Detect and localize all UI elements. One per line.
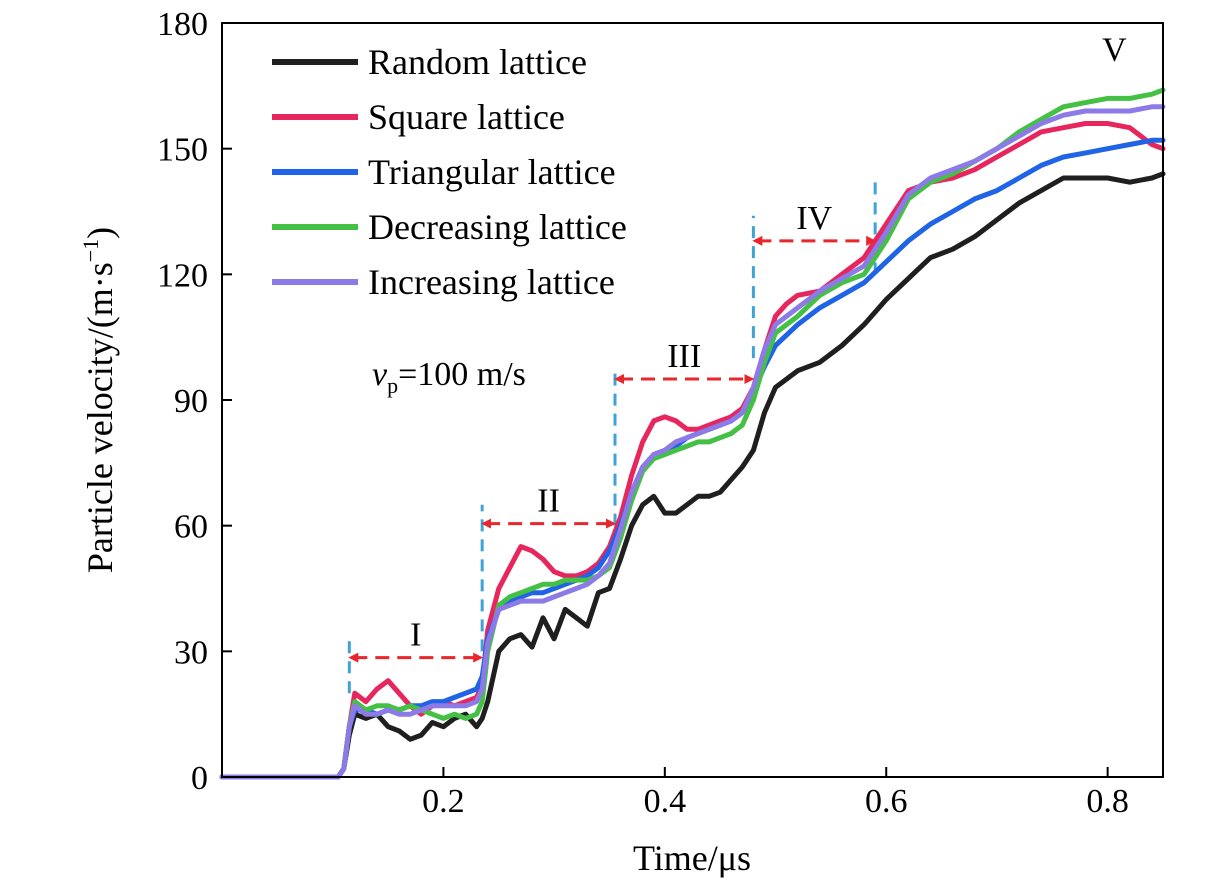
legend-label-triangular-lattice: Triangular lattice [368,152,616,192]
stage-iv-label: IV [796,200,832,237]
stage-boundaries [347,177,877,694]
y-axis-title: Particle velocity/(m·s−1) [78,227,120,573]
stage-i-label: I [410,617,421,654]
series-lines [219,87,1166,780]
stage-ii-label: II [537,483,560,520]
y-tick-label-4: 120 [157,257,208,294]
y-axis-title-main: Particle velocity/(m·s [80,262,120,573]
y-tick-label-3: 90 [174,383,208,420]
y-tick-label-0: 0 [191,760,208,797]
legend-label-decreasing-lattice: Decreasing lattice [368,207,627,247]
x-tick-label-0: 0.2 [422,783,465,820]
series-line-increasing-lattice [219,104,1166,780]
velocity-symbol: v [372,356,388,393]
y-tick-label-6: 180 [157,6,208,43]
y-axis-title-close: ) [80,227,120,239]
velocity-subscript: p [387,373,398,398]
y-axis-title-sup: −1 [78,239,103,262]
velocity-note: vp=100 m/s [372,356,526,398]
legend-label-increasing-lattice: Increasing lattice [368,262,615,302]
velocity-value: =100 m/s [398,356,526,393]
x-tick-label-2: 0.6 [865,783,908,820]
x-tick-label-3: 0.8 [1086,783,1129,820]
stage-v-label: V [1102,32,1127,69]
x-axis-title: Time/μs [633,838,751,878]
y-tick-label-1: 30 [174,634,208,671]
series-line-random-lattice [219,171,1166,780]
axis-ticks: 0.2 0.4 0.6 0.8 0 30 60 90 120 150 180 [157,6,1129,820]
legend-label-random-lattice: Random lattice [368,42,587,82]
legend: Random lattice Square lattice Triangular l… [272,42,627,302]
y-tick-label-5: 150 [157,132,208,169]
x-tick-label-1: 0.4 [644,783,687,820]
y-tick-label-2: 60 [174,509,208,546]
legend-label-square-lattice: Square lattice [368,97,565,137]
stage-iii-label: III [667,338,701,375]
